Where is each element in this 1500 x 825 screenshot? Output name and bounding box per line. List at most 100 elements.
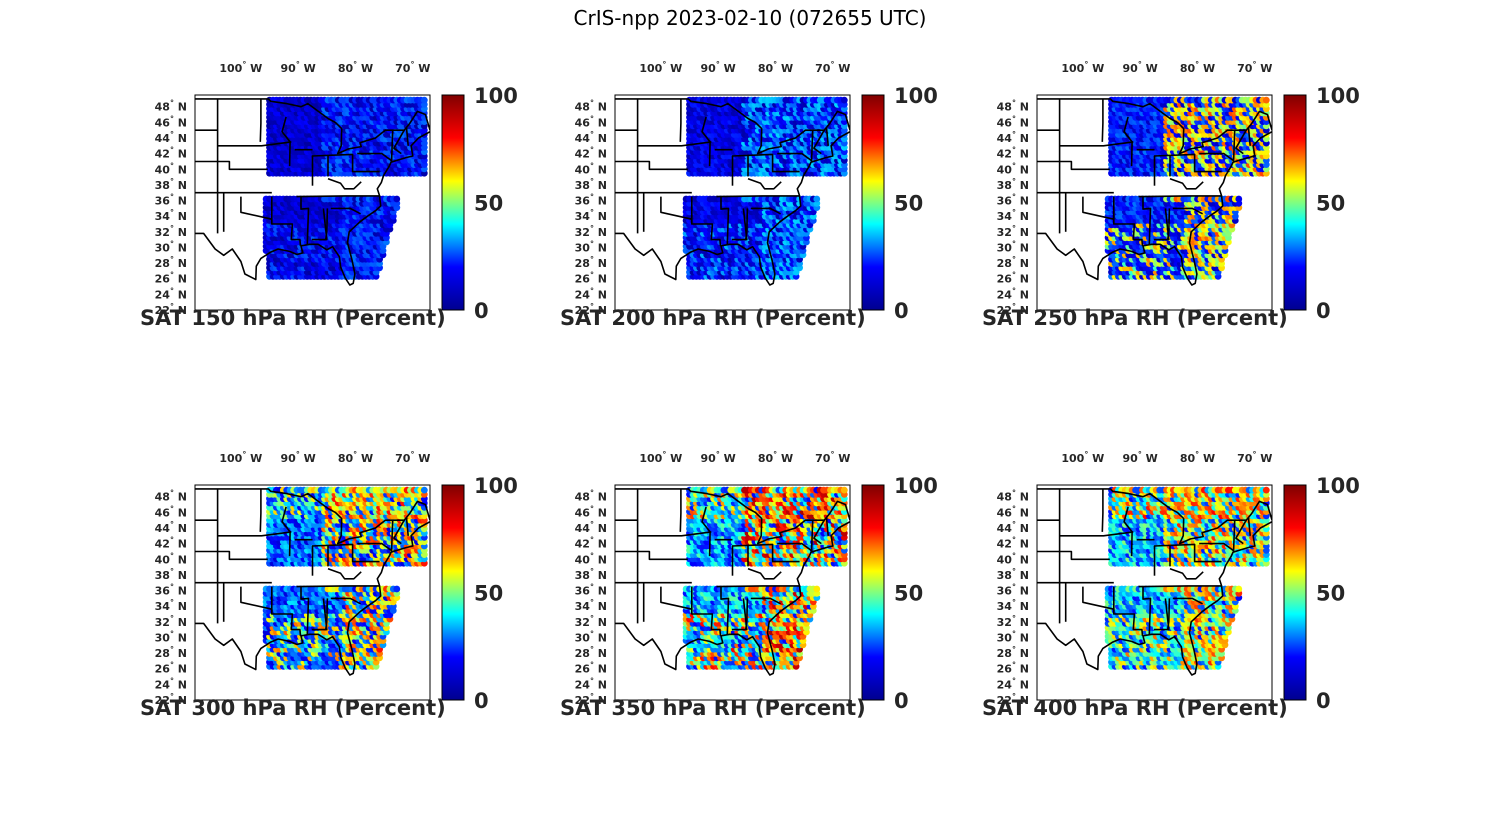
state-line (660, 196, 693, 221)
state-line (281, 116, 291, 167)
lat-tick-label: 42° N (575, 146, 607, 161)
map-svg-150: 100° W 90° W 80° W 70° W48° N46° N44° N42° … (155, 60, 518, 323)
lat-tick-label: 26° N (997, 271, 1029, 286)
lat-tick-label: 36° N (155, 193, 187, 208)
colorbar-tick-label: 50 (1316, 192, 1345, 216)
lon-tick-label: 70° W (395, 60, 430, 75)
map-svg-200: 100° W 90° W 80° W 70° W48° N46° N44° N42° … (575, 60, 938, 323)
figure-title: CrIS-npp 2023-02-10 (072655 UTC) (573, 6, 927, 30)
lat-tick-label: 36° N (997, 193, 1029, 208)
map-svg-250: 100° W 90° W 80° W 70° W48° N46° N44° N42° … (997, 60, 1360, 323)
state-line (1138, 195, 1221, 198)
state-line (1082, 196, 1115, 221)
lat-tick-label: 38° N (997, 177, 1029, 192)
state-line (1199, 130, 1236, 162)
lat-tick-label: 30° N (997, 239, 1029, 254)
colorbar-tick-label: 0 (474, 299, 489, 323)
state-line (311, 153, 380, 173)
lat-tick-label: 28° N (575, 255, 607, 270)
state-line (1153, 208, 1170, 241)
state-line (1153, 153, 1222, 173)
state-line (324, 208, 329, 240)
lat-tick-label: 40° N (575, 161, 607, 176)
lat-tick-label: 48° N (155, 99, 187, 114)
canada-border (1037, 98, 1272, 155)
state-line (615, 160, 688, 171)
lat-tick-label: 48° N (997, 99, 1029, 114)
lat-tick-label: 42° N (997, 146, 1029, 161)
colorbar-tick-label: 50 (894, 192, 923, 216)
state-line (731, 153, 800, 173)
lat-tick-label: 34° N (155, 208, 187, 223)
lat-tick-label: 46° N (575, 114, 607, 129)
state-line (217, 141, 292, 147)
lat-tick-label: 44° N (155, 130, 187, 145)
state-line (637, 141, 712, 147)
state-line (405, 127, 409, 146)
lat-tick-label: 44° N (997, 130, 1029, 145)
map-svg-300: 100° W 90° W 80° W 70° W48° N46° N44° N42° … (155, 450, 518, 713)
rh-swath (1104, 96, 1270, 280)
state-line (1142, 196, 1152, 245)
colorbar-tick-label: 100 (894, 84, 938, 108)
state-line (296, 195, 379, 198)
state-line (1059, 141, 1134, 147)
colorbar-tick-label: 0 (894, 299, 909, 323)
lat-tick-label: 44° N (575, 130, 607, 145)
colorbar (441, 94, 465, 311)
colorbar (861, 94, 885, 311)
state-line (679, 98, 682, 142)
lat-tick-label: 22° N (997, 302, 1029, 317)
lat-tick-label: 28° N (997, 255, 1029, 270)
state-line (300, 196, 310, 245)
state-line (716, 195, 799, 198)
lat-tick-label: 46° N (997, 114, 1029, 129)
lon-tick-label: 70° W (815, 60, 850, 75)
panel-caption: SAT 150 hPa RH (Percent) (140, 306, 446, 330)
lat-tick-label: 24° N (155, 286, 187, 301)
panel-caption: SAT 250 hPa RH (Percent) (982, 306, 1288, 330)
state-line (701, 116, 711, 167)
lat-tick-label: 36° N (575, 193, 607, 208)
state-line (195, 160, 268, 171)
colorbar-tick-label: 50 (474, 192, 503, 216)
lon-tick-label: 70° W (1237, 60, 1272, 75)
coastline (615, 130, 850, 286)
colorbar-tick-label: 100 (1316, 84, 1360, 108)
state-line (1172, 207, 1203, 215)
state-line (747, 177, 782, 190)
lat-tick-label: 32° N (997, 224, 1029, 239)
state-boundaries (195, 98, 430, 286)
coastline (1037, 130, 1272, 286)
lon-tick-label: 90° W (701, 60, 736, 75)
state-line (744, 208, 749, 240)
rh-dot (393, 195, 401, 203)
state-line (1166, 208, 1171, 240)
state-line (720, 196, 730, 245)
canada-border (615, 98, 850, 155)
state-boundaries (615, 98, 850, 286)
state-line (1113, 196, 1144, 246)
rh-swath (682, 96, 848, 280)
lat-tick-label: 26° N (155, 271, 187, 286)
lat-tick-label: 32° N (575, 224, 607, 239)
lon-tick-label: 80° W (758, 60, 793, 75)
panel-250hpa: 100° W 90° W 80° W 70° W 48° N 46° N 44° N 42° … (982, 60, 1382, 362)
lat-tick-label: 30° N (155, 239, 187, 254)
lon-tick-label: 100° W (1061, 60, 1104, 75)
canada-border (195, 98, 430, 155)
colorbar (1283, 94, 1307, 311)
colorbar-tick-label: 100 (474, 84, 518, 108)
state-line (1037, 160, 1110, 171)
colorbar-tick-label: 0 (1316, 299, 1331, 323)
state-line (750, 207, 781, 215)
state-line (691, 196, 722, 246)
lat-tick-label: 46° N (155, 114, 187, 129)
lat-tick-label: 22° N (575, 302, 607, 317)
state-line (330, 207, 361, 215)
state-line (1247, 127, 1251, 146)
state-line (271, 196, 302, 246)
state-line (825, 127, 829, 146)
lat-tick-label: 22° N (155, 302, 187, 317)
lat-tick-label: 38° N (155, 177, 187, 192)
